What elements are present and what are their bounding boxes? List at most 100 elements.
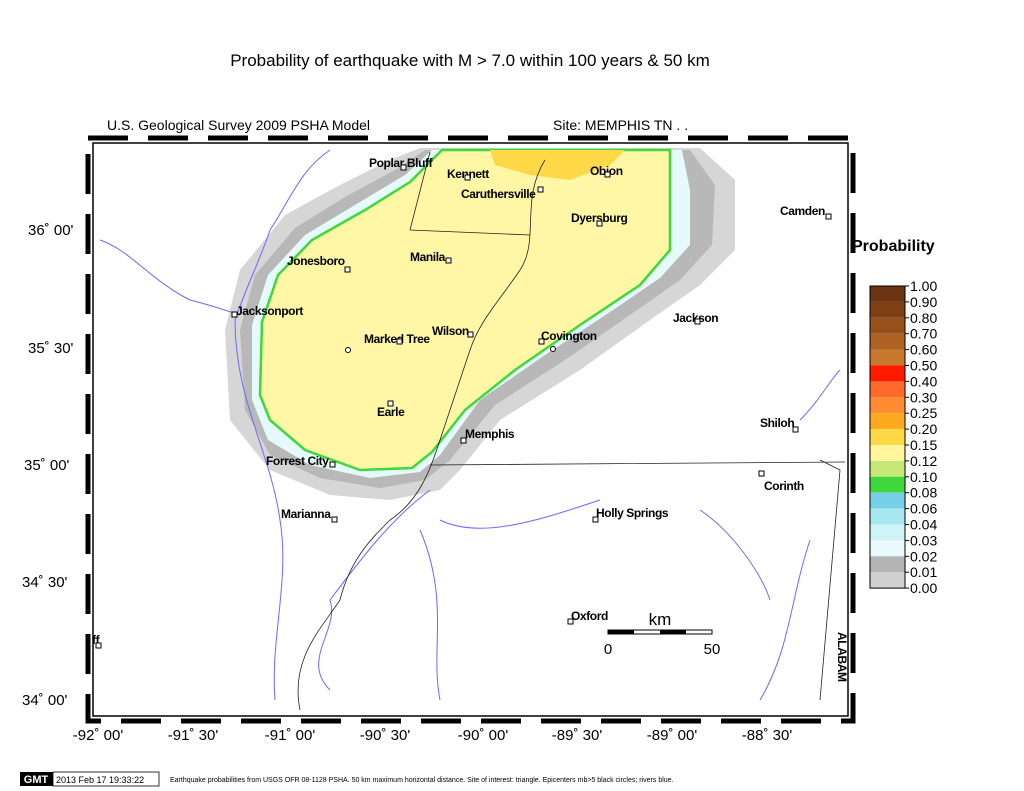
city-markers <box>95 164 832 649</box>
legend-label: 0.20 <box>910 421 937 437</box>
lat-labels: 36˚ 00' 35˚ 30' 35˚ 00' 34˚ 30' 34˚ 00' <box>22 222 74 709</box>
city-label: Poplar Bluff <box>369 156 434 170</box>
city-label: Memphis <box>465 427 515 441</box>
legend-label: 0.80 <box>910 310 937 326</box>
lat-label: 35˚ 00' <box>24 457 70 474</box>
city-label: Shiloh <box>760 416 794 430</box>
legend-swatch <box>870 492 905 509</box>
legend-swatch <box>870 317 905 334</box>
lon-label: -90˚ 00' <box>458 727 509 744</box>
lon-label: -92˚ 00' <box>73 727 124 744</box>
legend-swatch <box>870 397 905 414</box>
band-020 <box>490 150 625 180</box>
legend-label: 0.90 <box>910 294 937 310</box>
rivers <box>99 149 841 701</box>
city-label: ff <box>92 633 101 647</box>
legend-label: 0.01 <box>910 564 937 580</box>
lon-label: -89˚ 30' <box>552 727 603 744</box>
map-frame <box>92 142 849 717</box>
legend-swatch <box>870 460 905 477</box>
scale-start: 0 <box>604 641 612 658</box>
city-label: Corinth <box>764 479 804 493</box>
legend-swatch <box>870 349 905 366</box>
legend-swatch <box>870 429 905 445</box>
lon-labels: -92˚ 00' -91˚ 30' -91˚ 00' -90˚ 30' -90˚… <box>73 727 793 744</box>
legend-swatch <box>870 301 905 318</box>
legend-swatch <box>870 413 905 430</box>
legend-label: 0.04 <box>910 517 937 533</box>
legend-swatch <box>870 286 905 302</box>
legend-label: 0.03 <box>910 532 937 548</box>
legend-frame <box>869 285 906 589</box>
city-label: Camden <box>780 204 825 218</box>
legend-label: 0.00 <box>910 580 937 596</box>
legend-swatch <box>870 445 905 461</box>
gmt-badge <box>20 772 53 786</box>
legend-title: Probability <box>852 238 935 255</box>
lon-label: -90˚ 30' <box>360 727 411 744</box>
lat-label: 34˚ 30' <box>22 574 68 591</box>
legend-label: 0.60 <box>910 342 937 358</box>
footer: GMT 2013 Feb 17 19:33:22 Earthquake prob… <box>20 771 674 787</box>
model-label: U.S. Geological Survey 2009 PSHA Model <box>107 117 370 133</box>
city-label: Manila <box>410 250 446 264</box>
band-015 <box>258 148 672 472</box>
site-label: Site: MEMPHIS TN . . <box>553 117 688 133</box>
boundaries <box>297 151 846 711</box>
lat-label: 36˚ 00' <box>28 222 74 239</box>
legend-swatch <box>870 333 905 350</box>
timestamp: 2013 Feb 17 19:33:22 <box>56 775 144 785</box>
legend-label: 0.40 <box>910 373 937 389</box>
lat-label: 35˚ 30' <box>28 340 74 357</box>
city-label: Oxford <box>571 609 608 623</box>
city-label: Jackson <box>673 311 718 325</box>
legend-swatch <box>870 365 905 382</box>
map-border <box>85 135 856 724</box>
legend-label: 0.70 <box>910 326 937 342</box>
lon-label: -89˚ 00' <box>647 727 698 744</box>
lon-label: -88˚ 30' <box>742 727 793 744</box>
city-label: Kennett <box>447 167 489 181</box>
caption: Earthquake probabilities from USGS OFR 0… <box>170 777 674 784</box>
legend-label: 0.25 <box>910 405 937 421</box>
city-label: Dyersburg <box>571 211 627 225</box>
legend-swatch <box>870 540 905 557</box>
timestamp-box <box>52 771 160 787</box>
legend-label: 0.08 <box>910 485 937 501</box>
legend-label: 0.30 <box>910 389 937 405</box>
legend-label: 0.06 <box>910 501 937 517</box>
legend-label: 0.02 <box>910 548 937 564</box>
lat-label: 34˚ 00' <box>22 692 68 709</box>
city-label: Holly Springs <box>596 506 669 520</box>
scale-bar: km 0 50 <box>604 610 721 658</box>
lon-label: -91˚ 30' <box>168 727 219 744</box>
city-label: Caruthersville <box>461 187 536 201</box>
city-label: Forrest City <box>266 454 329 468</box>
gmt-text: GMT <box>24 774 49 786</box>
legend-swatch <box>870 476 905 493</box>
scale-unit: km <box>649 610 672 629</box>
legend-swatch <box>870 572 905 589</box>
city-label: Wilson <box>432 324 469 338</box>
legend-label: 0.50 <box>910 358 937 374</box>
map <box>85 135 856 724</box>
legend-label: 0.15 <box>910 437 937 453</box>
city-label: Jacksonport <box>236 304 303 318</box>
scale-end: 50 <box>704 641 721 658</box>
lon-label: -91˚ 00' <box>265 727 316 744</box>
title: Probability of earthquake with M > 7.0 w… <box>230 51 710 70</box>
legend-swatch <box>870 556 905 573</box>
legend-swatch <box>870 508 905 525</box>
city-label: Covington <box>541 329 597 343</box>
state-label: ALABAM <box>835 632 849 682</box>
city-label: Marianna <box>281 507 331 521</box>
city-label: Obion <box>590 164 623 178</box>
city-label: Jonesboro <box>287 254 345 268</box>
legend-swatch <box>870 381 905 398</box>
legend: Probability 1.000.900.800.700.600.500.40… <box>852 238 937 596</box>
city-label: Earle <box>377 405 405 419</box>
legend-label: 0.12 <box>910 453 937 469</box>
legend-label: 0.10 <box>910 469 937 485</box>
legend-label: 1.00 <box>910 278 937 294</box>
